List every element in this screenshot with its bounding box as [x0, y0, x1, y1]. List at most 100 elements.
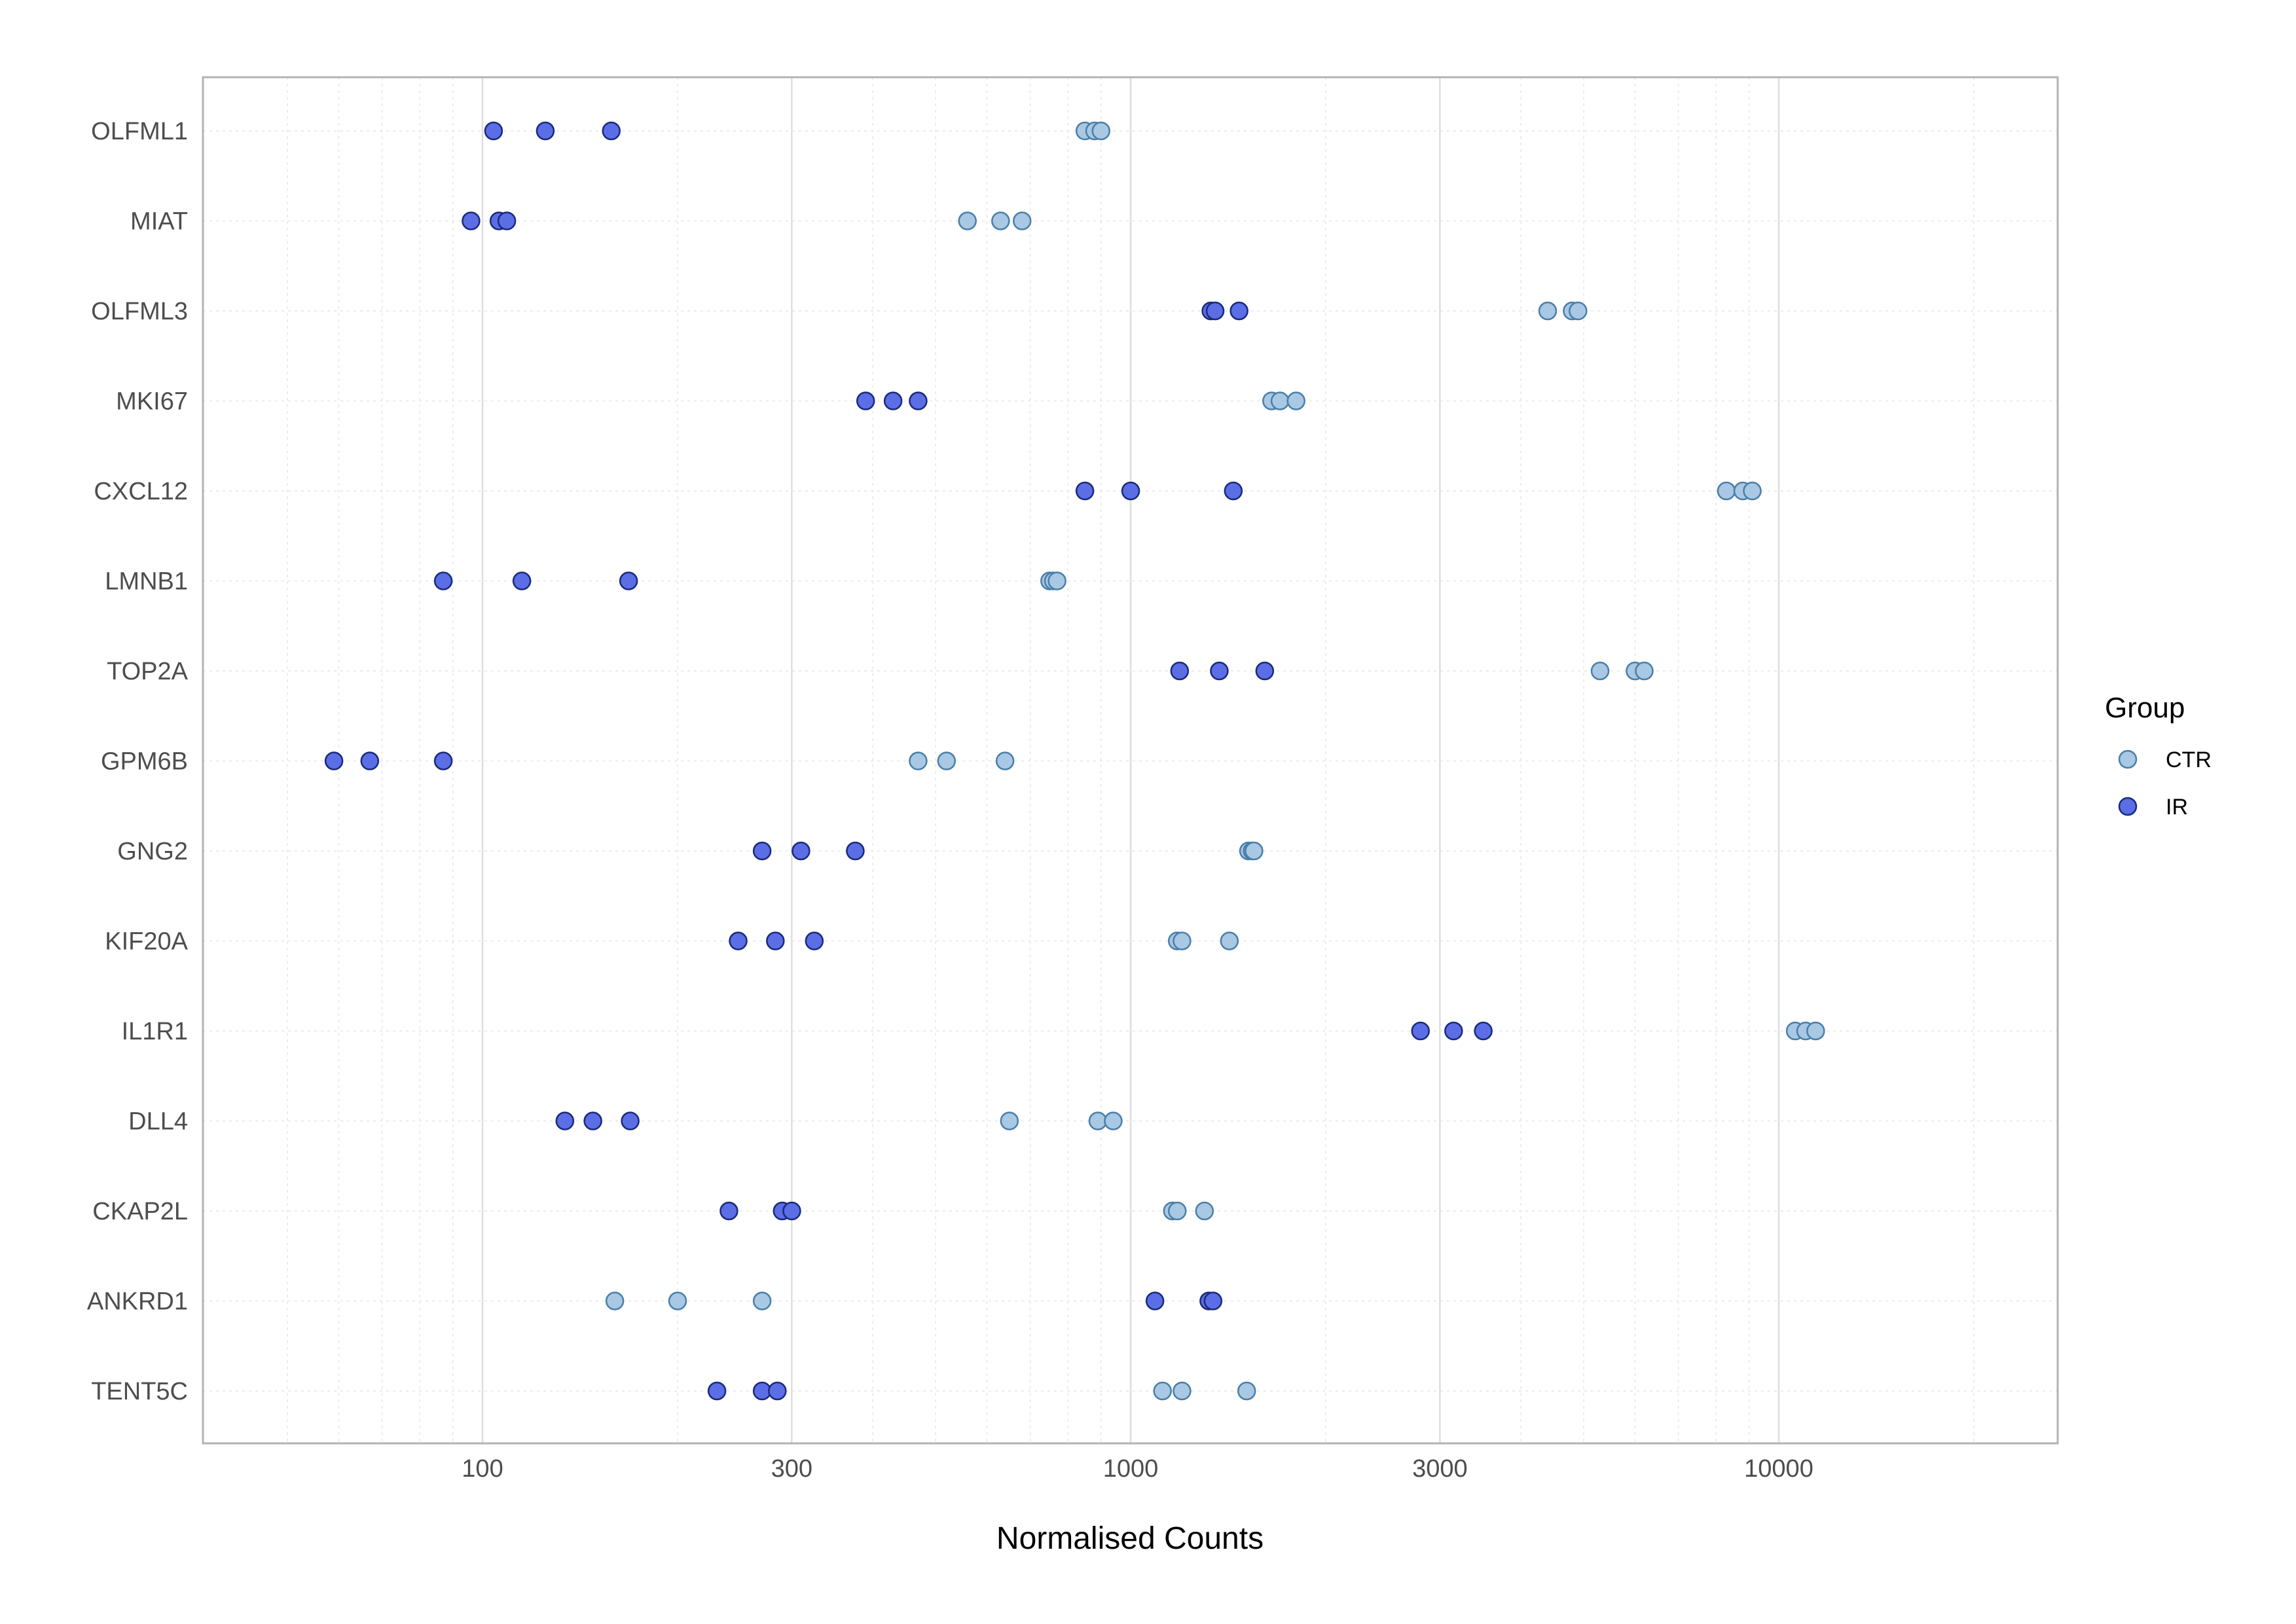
x-tick-label: 10000	[1744, 1455, 1813, 1483]
data-point-ctr	[1590, 661, 1610, 681]
data-point-ctr	[1245, 841, 1264, 861]
data-point-ir	[1255, 661, 1275, 681]
data-point-ir	[909, 391, 928, 410]
data-point-ctr	[752, 1291, 772, 1310]
y-tick-label: TOP2A	[107, 658, 189, 685]
data-point-ctr	[1195, 1201, 1214, 1221]
data-point-ir	[360, 751, 380, 770]
data-point-ir	[555, 1111, 575, 1130]
data-point-ir	[1075, 481, 1095, 501]
y-tick-label: IL1R1	[122, 1018, 188, 1045]
y-tick-label: MIAT	[130, 208, 188, 236]
data-point-ir	[433, 571, 453, 590]
data-point-ctr	[958, 211, 977, 230]
legend: Group CTR IR	[2105, 692, 2212, 820]
legend-label-ir: IR	[2166, 795, 2188, 820]
data-point-ctr	[1000, 1111, 1019, 1130]
data-point-ir	[766, 931, 785, 950]
x-tick-label: 1000	[1103, 1455, 1159, 1483]
data-point-ctr	[1091, 121, 1110, 141]
plot-panel-border	[202, 76, 2059, 1445]
data-point-ctr	[1270, 391, 1290, 410]
data-points	[324, 121, 1825, 1401]
data-point-ir	[512, 571, 532, 590]
data-point-ctr	[1569, 301, 1588, 321]
y-tick-label: GNG2	[117, 838, 188, 865]
y-tick-label: ANKRD1	[87, 1288, 188, 1316]
y-tick-label: OLFML3	[91, 298, 188, 325]
data-point-ctr	[1286, 391, 1305, 410]
y-tick-label: CKAP2L	[92, 1198, 188, 1225]
data-point-ctr	[1806, 1021, 1825, 1041]
data-point-ir	[324, 751, 344, 770]
data-point-ctr	[1104, 1111, 1123, 1130]
data-point-ir	[805, 931, 824, 950]
x-axis-tick-labels: 100 300 1000 3000 10000	[462, 1455, 1813, 1483]
data-point-ctr	[909, 751, 928, 770]
legend-key-ir	[2118, 797, 2138, 816]
y-tick-label: CXCL12	[94, 478, 188, 505]
data-point-ir	[768, 1381, 787, 1401]
data-point-ir	[536, 121, 555, 141]
y-tick-label: OLFML1	[91, 118, 188, 145]
data-point-ir	[621, 1111, 640, 1130]
y-tick-label: KIF20A	[105, 928, 188, 956]
data-point-ir	[883, 391, 903, 410]
data-point-ctr	[668, 1291, 687, 1310]
data-point-ir	[1170, 661, 1190, 681]
data-point-ir	[583, 1111, 602, 1130]
y-tick-label: TENT5C	[91, 1378, 188, 1405]
y-axis-labels: OLFML1 MIAT OLFML3 MKI67 CXCL12 LMNB1 TOP2A GPM…	[87, 118, 189, 1405]
x-axis-title: Normalised Counts	[996, 1521, 1264, 1556]
data-point-ctr	[1012, 211, 1032, 230]
data-point-ctr	[1743, 481, 1762, 501]
y-tick-label: LMNB1	[105, 568, 188, 596]
data-point-ctr	[1088, 1111, 1108, 1130]
data-point-ctr	[1048, 571, 1066, 590]
data-point-ir	[729, 931, 748, 950]
legend-key-ctr	[2118, 749, 2138, 769]
data-point-ir	[1230, 301, 1248, 321]
x-tick-label: 100	[462, 1455, 503, 1483]
data-point-ir	[846, 841, 865, 861]
data-point-ctr	[1220, 931, 1239, 950]
data-point-ctr	[937, 751, 957, 770]
legend-title: Group	[2105, 692, 2185, 724]
data-point-ir	[752, 841, 772, 861]
data-point-ir	[1210, 661, 1229, 681]
y-tick-label: GPM6B	[101, 748, 188, 776]
data-point-ir	[720, 1201, 738, 1221]
data-point-ir	[1203, 1291, 1223, 1310]
data-point-ir	[484, 121, 503, 141]
data-point-ir	[1411, 1021, 1430, 1041]
data-point-ir	[602, 121, 621, 141]
data-point-ir	[1145, 1291, 1165, 1310]
data-point-ctr	[995, 751, 1015, 770]
data-point-ir	[1444, 1021, 1463, 1041]
data-point-ir	[462, 211, 481, 230]
data-point-ir	[792, 841, 811, 861]
data-point-ctr	[1153, 1381, 1172, 1401]
x-tick-label: 300	[771, 1455, 812, 1483]
data-point-ir	[433, 751, 453, 770]
data-point-ir	[497, 211, 517, 230]
data-point-ctr	[605, 1291, 625, 1310]
data-point-ctr	[991, 211, 1010, 230]
data-point-ctr	[1167, 1201, 1187, 1221]
data-point-ir	[1224, 481, 1243, 501]
x-tick-label: 3000	[1412, 1455, 1468, 1483]
data-point-ir	[1474, 1021, 1493, 1041]
data-point-ctr	[1538, 301, 1558, 321]
data-point-ctr	[1635, 661, 1654, 681]
y-tick-label: DLL4	[128, 1108, 188, 1136]
data-point-ir	[619, 571, 638, 590]
data-point-ir	[1205, 301, 1225, 321]
data-point-ir	[782, 1201, 801, 1221]
data-point-ctr	[1237, 1381, 1256, 1401]
data-point-ir	[707, 1381, 727, 1401]
data-point-ir	[856, 391, 875, 410]
data-point-ctr	[1717, 481, 1736, 501]
y-tick-label: MKI67	[116, 388, 188, 416]
